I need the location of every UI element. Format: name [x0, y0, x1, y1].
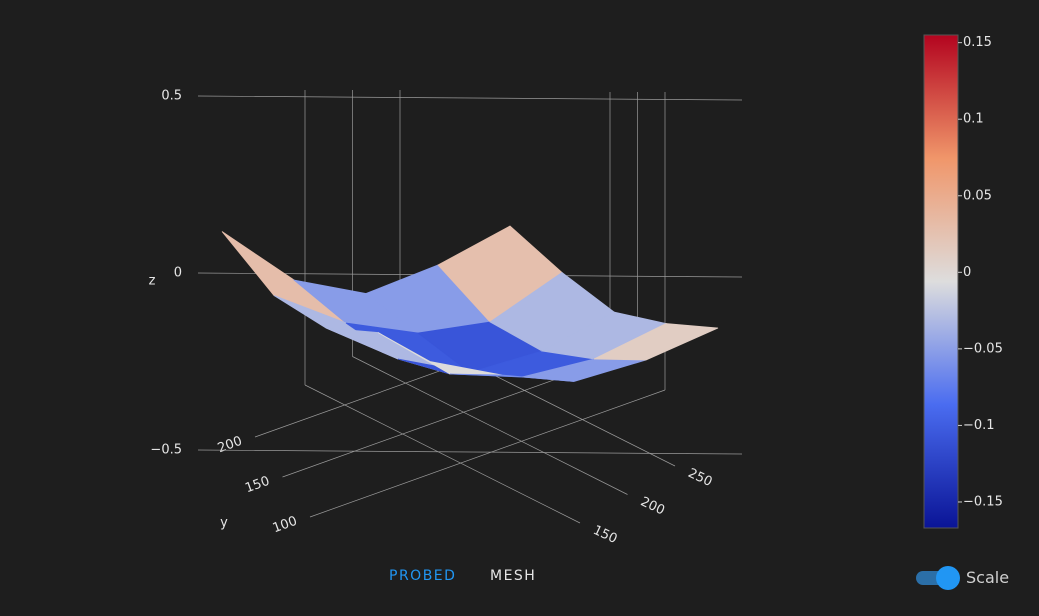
colorbar-tick-label: −0.05	[963, 341, 1003, 356]
grid-line	[197, 449, 743, 455]
x-tick-label: 250	[686, 466, 715, 490]
grid-line	[197, 95, 743, 101]
colorbar-tick-label: −0.15	[963, 494, 1003, 509]
y-tick-label: 150	[243, 474, 271, 497]
colorbar-tick-label: 0.05	[963, 188, 992, 203]
colorbar-tick-label: 0.1	[963, 112, 984, 127]
scale-toggle[interactable]	[916, 566, 960, 590]
colorbar	[923, 34, 959, 529]
z-tick-label: 0	[174, 266, 182, 281]
tab-probed[interactable]: PROBED	[389, 568, 457, 584]
grid-line	[304, 384, 581, 524]
x-tick-label: 150	[591, 523, 620, 547]
tab-mesh[interactable]: MESH	[490, 568, 537, 584]
grid-line	[352, 356, 628, 495]
colorbar-tick-label: −0.1	[963, 418, 995, 433]
surface-patch	[593, 323, 719, 361]
y-tick-label: 100	[271, 514, 299, 537]
surface-patch	[221, 231, 347, 324]
z-axis-title: z	[149, 274, 156, 289]
chart: z y 150200250100150200−0.500.5−0.15−0.1−…	[149, 34, 1003, 547]
colorbar-tick-label: 0.15	[963, 35, 992, 50]
z-tick-label: 0.5	[161, 89, 182, 104]
grid-line	[309, 389, 666, 518]
y-axis-title: y	[220, 516, 228, 531]
y-tick-label: 200	[216, 434, 244, 457]
z-tick-label: −0.5	[150, 443, 182, 458]
x-tick-label: 200	[638, 494, 667, 518]
toggle-label: Scale	[966, 568, 1010, 587]
colorbar-tick-label: 0	[963, 265, 971, 280]
toggle-knob	[936, 566, 960, 590]
